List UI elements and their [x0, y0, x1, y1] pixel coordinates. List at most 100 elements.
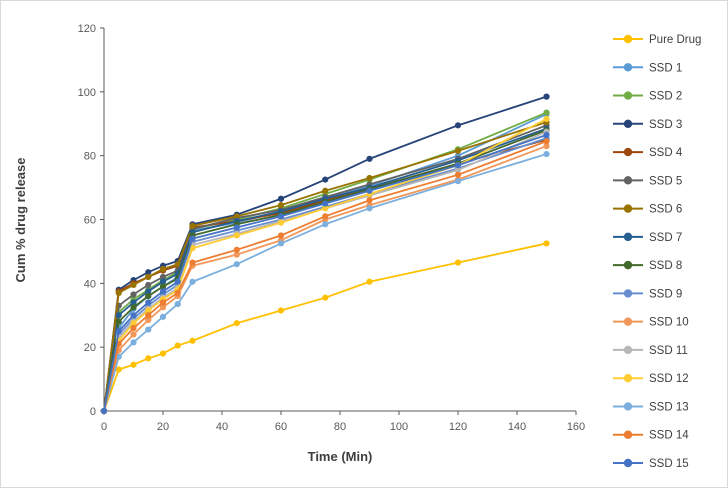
- series-marker-ssd-13: [130, 339, 137, 346]
- series-marker-ssd-6: [277, 202, 285, 209]
- series-marker-pure-drug: [159, 350, 167, 357]
- series-marker-ssd-15: [454, 162, 462, 169]
- legend-marker: [623, 119, 633, 128]
- series-marker-ssd-13: [454, 178, 462, 185]
- legend-marker: [623, 34, 633, 44]
- series-marker-ssd-13: [159, 313, 167, 320]
- series-marker-ssd-15: [159, 288, 167, 295]
- series-marker-ssd-12: [233, 232, 240, 239]
- chart-legend: Pure Drug SSD 1 SSD 2 SSD 3 SSD 4 SSD 5 SSD 6 S…: [613, 34, 701, 470]
- legend-marker: [623, 430, 633, 439]
- legend-marker: [623, 317, 633, 326]
- series-marker-ssd-8: [159, 283, 167, 290]
- series-marker-ssd-5: [130, 291, 137, 298]
- series-marker-ssd-10: [159, 304, 167, 311]
- y-tick-label: 60: [84, 215, 96, 227]
- series-line-ssd-8: [103, 129, 548, 412]
- series-marker-ssd-3: [145, 269, 152, 276]
- series-marker-ssd-10: [543, 142, 550, 150]
- series-marker-ssd-12: [322, 205, 329, 212]
- legend-marker: [623, 176, 633, 185]
- series-marker-pure-drug: [145, 355, 152, 362]
- series-marker-ssd-12: [543, 115, 550, 123]
- series-marker-ssd-14: [174, 289, 181, 297]
- legend-label: SSD 1: [649, 62, 682, 74]
- series-marker-ssd-14: [189, 259, 196, 266]
- legend-marker: [623, 289, 633, 298]
- series-marker-ssd-5: [159, 273, 167, 281]
- legend-marker: [623, 91, 633, 100]
- series-marker-pure-drug: [115, 366, 122, 373]
- series-marker-ssd-6: [366, 174, 373, 182]
- series-marker-ssd-14: [543, 138, 550, 145]
- legend-marker: [623, 204, 633, 213]
- series-marker-ssd-14: [130, 324, 137, 332]
- y-tick-label: 100: [78, 87, 96, 99]
- x-tick-label: 60: [275, 421, 287, 433]
- legend-label: SSD 11: [649, 345, 688, 357]
- series-marker-ssd-2: [543, 109, 550, 116]
- series-marker-ssd-15: [189, 235, 196, 242]
- series-marker-ssd-8: [145, 293, 152, 300]
- series-marker-ssd-13: [174, 300, 181, 308]
- x-tick-label: 100: [390, 421, 408, 433]
- series-marker-pure-drug: [543, 240, 550, 247]
- series-marker-ssd-13: [322, 221, 329, 228]
- series-marker-pure-drug: [277, 307, 285, 314]
- legend-marker: [623, 260, 633, 270]
- series-marker-ssd-3: [277, 195, 285, 202]
- series-marker-ssd-15: [130, 312, 137, 319]
- series-marker-ssd-15: [115, 328, 122, 335]
- series-marker-ssd-12: [145, 307, 152, 314]
- series-marker-ssd-15: [145, 299, 152, 306]
- legend-label: SSD 12: [649, 373, 689, 385]
- series-marker-ssd-13: [277, 240, 285, 247]
- series-marker-ssd-10: [145, 316, 152, 324]
- series-marker-pure-drug: [454, 259, 462, 266]
- legend-marker: [623, 345, 633, 355]
- series-marker-ssd-12: [130, 320, 137, 327]
- series-marker-ssd-6: [159, 265, 167, 273]
- series-marker-ssd-13: [366, 205, 373, 212]
- legend-label: SSD 3: [649, 119, 682, 131]
- legend-label: SSD 7: [649, 232, 682, 244]
- legend-label: SSD 13: [649, 401, 689, 413]
- series-marker-ssd-6: [454, 147, 462, 154]
- series-marker-ssd-7: [115, 312, 122, 319]
- series-marker-pure-drug: [174, 342, 181, 349]
- series-marker-ssd-8: [130, 304, 137, 311]
- y-tick-label: 40: [84, 278, 96, 290]
- series-marker-ssd-7: [145, 288, 152, 295]
- legend-label: SSD 6: [649, 204, 682, 216]
- series-marker-ssd-8: [115, 318, 122, 325]
- series-marker-pure-drug: [189, 337, 196, 344]
- legend-marker: [623, 458, 633, 468]
- x-tick-label: 120: [449, 421, 467, 433]
- series-marker-ssd-14: [454, 171, 462, 178]
- x-tick-label: 40: [216, 421, 228, 433]
- y-tick-label: 0: [90, 406, 96, 418]
- series-lines: [100, 93, 550, 415]
- series-marker-ssd-15: [100, 407, 108, 415]
- series-marker-ssd-3: [322, 176, 329, 183]
- y-tick-label: 120: [78, 23, 96, 35]
- series-marker-ssd-14: [233, 246, 240, 253]
- legend-label: SSD 14: [649, 430, 689, 442]
- series-line-ssd-12: [103, 118, 548, 412]
- x-tick-label: 140: [508, 421, 526, 433]
- series-marker-ssd-3: [543, 93, 550, 100]
- x-tick-label: 20: [157, 421, 169, 433]
- series-marker-pure-drug: [322, 294, 329, 301]
- series-marker-ssd-5: [145, 281, 152, 289]
- series-marker-ssd-13: [145, 326, 152, 333]
- legend-marker: [623, 402, 633, 411]
- series-marker-ssd-3: [366, 155, 373, 162]
- series-marker-ssd-14: [366, 197, 373, 204]
- series-marker-ssd-10: [130, 331, 137, 338]
- legend-label: SSD 10: [649, 317, 689, 329]
- series-marker-ssd-3: [454, 122, 462, 129]
- series-marker-ssd-6: [130, 281, 137, 289]
- series-marker-pure-drug: [233, 320, 240, 327]
- legend-label: SSD 5: [649, 175, 682, 187]
